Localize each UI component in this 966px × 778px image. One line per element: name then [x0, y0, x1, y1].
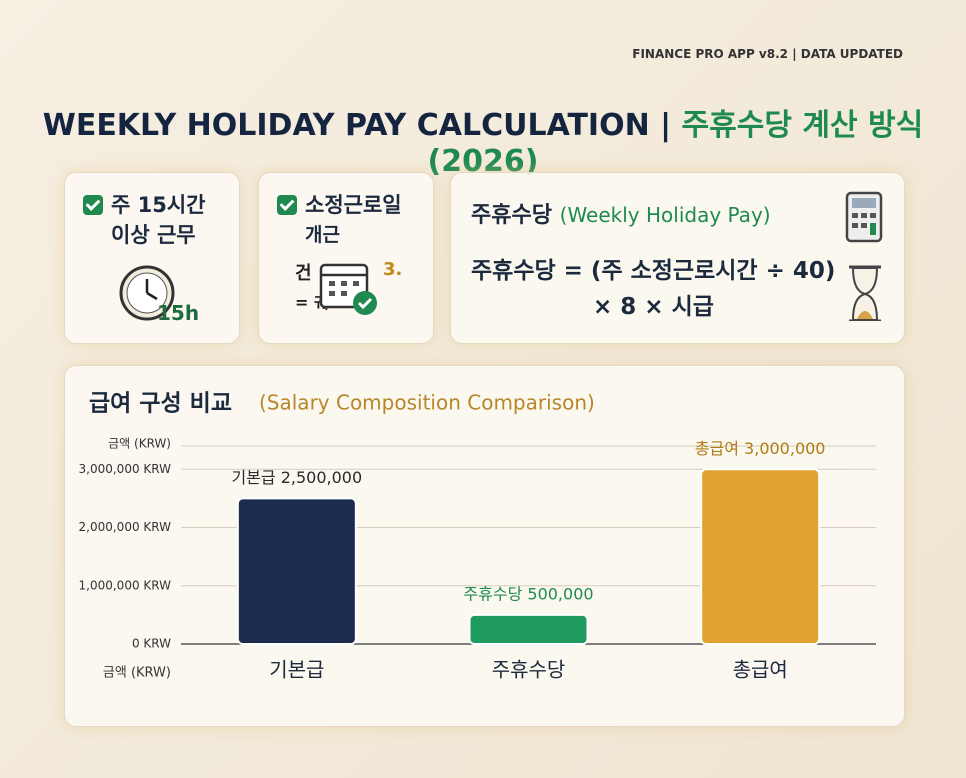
bar — [236, 497, 357, 645]
card-formula: 주휴수당 (Weekly Holiday Pay) 주휴수당 = (주 소정근로… — [450, 172, 905, 344]
heading: 주휴수당 — [471, 203, 552, 228]
y-tick-label: 2,000,000 KRW — [79, 520, 172, 534]
heading-en: (Weekly Holiday Pay) — [559, 203, 771, 227]
chart: 급여 구성 비교 (Salary Composition Comparison)… — [79, 391, 876, 682]
chart-subtitle: (Salary Composition Comparison) — [259, 391, 595, 415]
x-tick-label: 주휴수당 — [492, 658, 566, 682]
clock-icon — [119, 265, 175, 321]
value-label: 주휴수당 500,000 — [463, 584, 593, 603]
card-heading: 주휴수당 (Weekly Holiday Pay) — [471, 197, 771, 229]
line: 주 15시간 — [111, 193, 206, 217]
chart-title: 급여 구성 비교 — [89, 391, 232, 417]
title: WEEKLY HOLIDAY PAY CALCULATION | 주휴수당 계산… — [0, 100, 966, 179]
clock-label: 15h — [157, 301, 200, 325]
y-axis-label: 금액 (KRW) — [103, 666, 171, 681]
card-attendance: 소정근로일 개근 건 3. = 궤 — [258, 172, 434, 344]
formula: 주휴수당 = (주 소정근로시간 ÷ 40) — [471, 258, 836, 284]
value-label: 기본급 2,500,000 — [231, 468, 362, 487]
card-text: 이상 근무 — [111, 223, 196, 247]
card-text: 소정근로일 — [277, 191, 402, 219]
formula: × 8 × 시급 — [593, 294, 714, 320]
card-text: 개근 — [305, 224, 340, 246]
calendar-icon — [319, 263, 377, 315]
x-tick-label: 총급여 — [733, 658, 788, 682]
fragment: 건 — [295, 263, 312, 284]
chart-panel: 급여 구성 비교 (Salary Composition Comparison)… — [64, 365, 905, 727]
fragment: 3. — [383, 259, 403, 280]
y-tick-label: 3,000,000 KRW — [79, 462, 172, 476]
x-tick-label: 기본급 — [269, 658, 324, 682]
card-hours: 주 15시간 이상 근무 15h — [64, 172, 240, 344]
bar — [468, 613, 589, 646]
y-axis-label: 금액 (KRW) — [108, 437, 171, 451]
card-text: 주 15시간 — [83, 191, 206, 219]
title-ko: 주휴수당 계산 방식 (2026) — [427, 108, 924, 179]
bar — [700, 468, 821, 646]
line: 소정근로일 — [305, 193, 402, 217]
app-info: FINANCE PRO APP v8.2 | DATA UPDATED — [632, 47, 903, 61]
y-tick-label: 1,000,000 KRW — [79, 578, 172, 592]
value-label: 총급여 3,000,000 — [695, 439, 826, 458]
y-tick-label: 0 KRW — [132, 637, 171, 651]
title-en: WEEKLY HOLIDAY PAY CALCULATION | — [42, 108, 672, 143]
icons — [845, 191, 883, 321]
